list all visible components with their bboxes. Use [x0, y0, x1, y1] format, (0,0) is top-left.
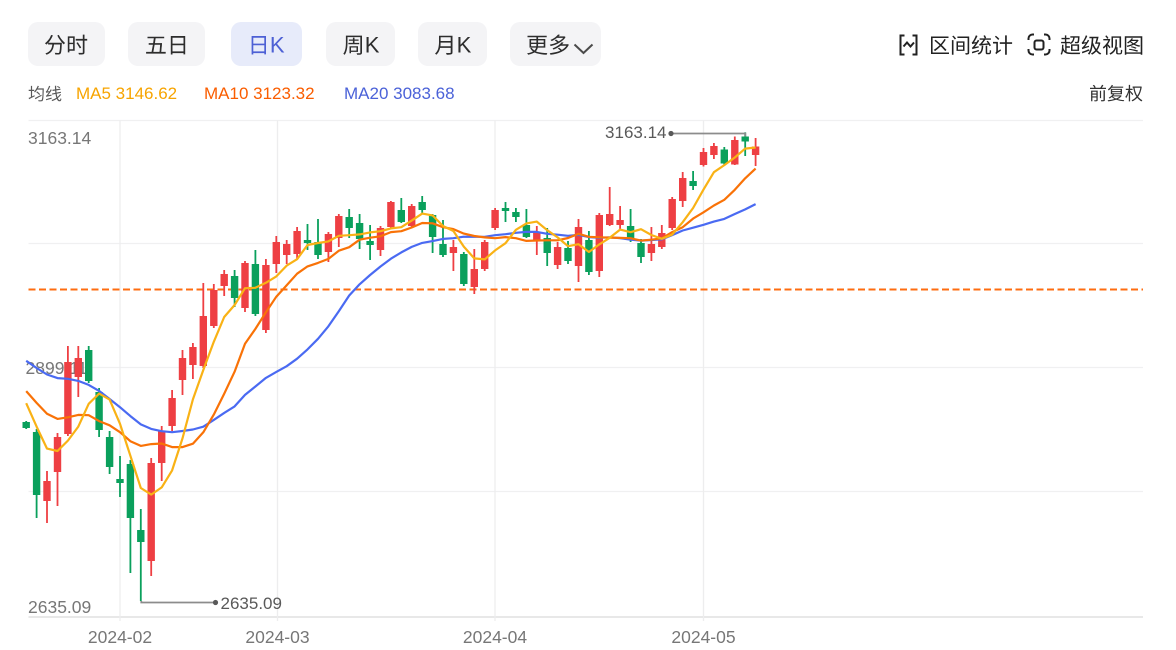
- svg-text:MA10 3123.32: MA10 3123.32: [204, 84, 315, 103]
- svg-text:MA5 3146.62: MA5 3146.62: [76, 84, 177, 103]
- svg-text:MA20 3083.68: MA20 3083.68: [344, 84, 455, 103]
- svg-text:2635.09: 2635.09: [28, 597, 91, 617]
- svg-text:2024-04: 2024-04: [463, 627, 527, 647]
- svg-text:2024-03: 2024-03: [245, 627, 309, 647]
- svg-text:3163.14: 3163.14: [28, 128, 92, 148]
- svg-text:K: K: [457, 33, 472, 58]
- svg-text:2024-02: 2024-02: [88, 627, 152, 647]
- svg-text:3163.14: 3163.14: [605, 123, 666, 142]
- svg-text:K: K: [270, 33, 285, 58]
- svg-text:2024-05: 2024-05: [671, 627, 735, 647]
- svg-text:2635.09: 2635.09: [221, 594, 282, 613]
- svg-text:2899.11: 2899.11: [26, 358, 88, 378]
- svg-text:K: K: [365, 33, 380, 58]
